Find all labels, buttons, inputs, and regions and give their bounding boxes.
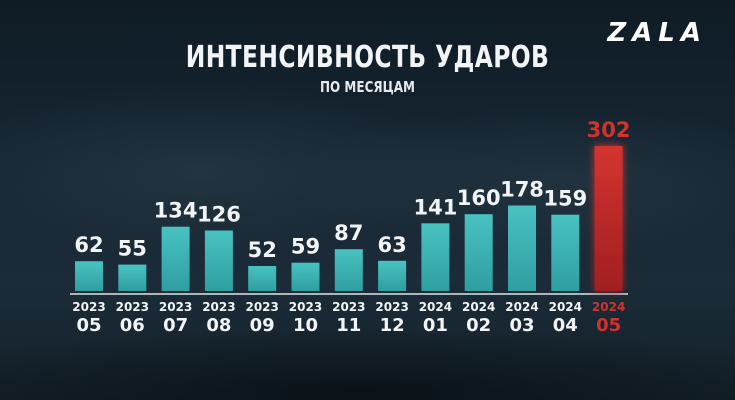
bar <box>204 230 233 291</box>
bar-value-label: 55 <box>118 237 147 261</box>
x-tick-month: 01 <box>423 315 448 336</box>
x-tick-year: 2023 <box>202 300 235 314</box>
bar <box>161 226 190 291</box>
bar <box>421 223 450 291</box>
bar <box>75 261 103 291</box>
x-tick-month: 11 <box>336 315 361 336</box>
x-tick-year: 2023 <box>72 300 105 314</box>
bar-value-label: 126 <box>197 203 241 227</box>
bar-value-label: 87 <box>334 221 363 245</box>
bar-value-label: 141 <box>413 195 457 219</box>
x-tick-month: 03 <box>509 315 534 336</box>
x-tick-month: 05 <box>76 315 101 336</box>
bar-value-label: 63 <box>377 233 406 257</box>
bar-value-label: 59 <box>291 235 320 259</box>
x-tick-year: 2024 <box>462 300 495 314</box>
x-tick-month: 02 <box>466 315 491 336</box>
bar <box>378 260 407 291</box>
bar-value-label: 178 <box>500 178 544 202</box>
x-tick-year: 2023 <box>159 300 192 314</box>
bar <box>464 214 493 291</box>
bar <box>334 249 363 291</box>
bar-value-label: 134 <box>154 199 198 223</box>
bar-value-label: 62 <box>74 233 103 257</box>
x-tick-year: 2023 <box>245 300 278 314</box>
x-tick-year: 2024 <box>419 300 452 314</box>
bar <box>248 266 277 291</box>
x-tick-month: 07 <box>163 315 188 336</box>
x-tick-month: 05 <box>596 315 621 336</box>
bar-value-label: 52 <box>248 238 277 262</box>
x-tick-year: 2024 <box>592 300 625 314</box>
x-tick-year: 2024 <box>549 300 582 314</box>
bar-value-label: 302 <box>587 118 631 142</box>
x-tick-year: 2023 <box>116 300 149 314</box>
x-tick-month: 08 <box>206 315 231 336</box>
x-tick-month: 04 <box>553 315 578 336</box>
x-tick-year: 2024 <box>505 300 538 314</box>
x-tick-year: 2023 <box>332 300 365 314</box>
x-tick-month: 09 <box>250 315 275 336</box>
bar <box>508 205 536 291</box>
chart-subtitle: ПО МЕСЯЦАМ <box>320 78 415 96</box>
bar-value-label: 160 <box>457 186 501 210</box>
zala-logo: ZALA <box>607 18 707 48</box>
bar <box>551 214 580 291</box>
x-tick-month: 06 <box>120 315 145 336</box>
bar <box>291 262 320 291</box>
bar-highlight <box>594 146 623 291</box>
x-tick-month: 12 <box>380 315 405 336</box>
x-tick-year: 2023 <box>375 300 408 314</box>
bar <box>118 264 147 291</box>
chart-title: ИНТЕНСИВНОСТЬ УДАРОВ <box>185 40 550 75</box>
x-tick-month: 10 <box>293 315 318 336</box>
bar-value-label: 159 <box>543 187 587 211</box>
x-tick-year: 2023 <box>289 300 322 314</box>
